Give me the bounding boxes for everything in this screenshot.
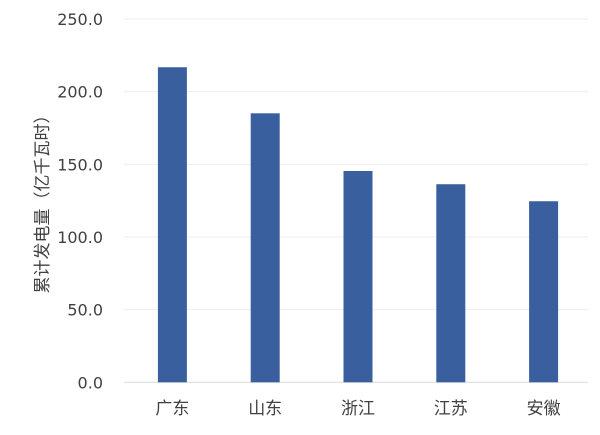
- bar-江苏: [436, 184, 466, 383]
- x-tick-label: 江苏: [434, 399, 468, 419]
- x-tick-label: 浙江: [341, 399, 375, 419]
- y-tick-label: 50.0: [67, 301, 103, 320]
- bar-安徽: [529, 201, 559, 383]
- x-tick-label: 山东: [248, 399, 282, 419]
- bar-浙江: [343, 171, 373, 383]
- x-axis-ticks: 广东 山东 浙江 江苏 安徽: [155, 399, 560, 419]
- y-tick-label: 100.0: [57, 228, 103, 247]
- bar-山东: [250, 113, 280, 383]
- y-axis-label: 累计发电量（亿千瓦时）: [33, 107, 53, 294]
- x-tick-label: 广东: [155, 399, 189, 419]
- bars: [157, 67, 559, 383]
- bar-广东: [157, 67, 187, 383]
- y-tick-label: 150.0: [57, 155, 103, 174]
- x-tick-label: 安徽: [527, 399, 561, 419]
- y-tick-label: 0.0: [78, 373, 103, 392]
- y-tick-label: 250.0: [57, 10, 103, 29]
- y-axis-ticks: 0.0 50.0 100.0 150.0 200.0 250.0: [57, 10, 103, 392]
- y-tick-label: 200.0: [57, 83, 103, 102]
